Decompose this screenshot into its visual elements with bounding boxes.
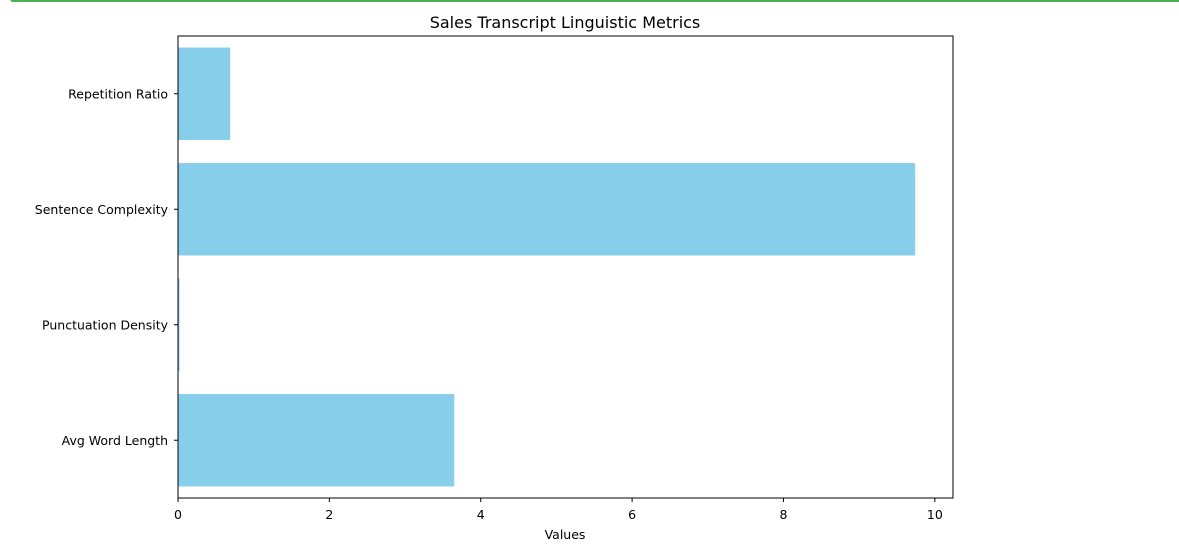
y-axis: Repetition Ratio Sentence Complexity Punct… bbox=[35, 86, 178, 448]
x-tick-label: 10 bbox=[927, 507, 943, 522]
bar-punctuation-density bbox=[178, 278, 180, 371]
chart-title: Sales Transcript Linguistic Metrics bbox=[430, 13, 701, 32]
bars-layer bbox=[178, 47, 916, 487]
x-tick-label: 0 bbox=[174, 507, 182, 522]
bar-avg-word-length bbox=[178, 394, 455, 487]
plot-frame bbox=[177, 35, 954, 499]
x-tick-label: 6 bbox=[628, 507, 636, 522]
x-axis: 0 2 4 6 8 10 bbox=[174, 498, 943, 522]
bar-repetition-ratio bbox=[178, 47, 231, 140]
y-tick-label: Punctuation Density bbox=[42, 317, 169, 332]
window-frame-border bbox=[10, 0, 1179, 2]
x-tick-label: 8 bbox=[779, 507, 787, 522]
y-tick-label: Repetition Ratio bbox=[68, 86, 168, 101]
y-tick-label: Avg Word Length bbox=[62, 433, 168, 448]
x-axis-label: Values bbox=[545, 527, 586, 542]
x-tick-label: 4 bbox=[477, 507, 485, 522]
bar-sentence-complexity bbox=[178, 163, 916, 256]
y-tick-label: Sentence Complexity bbox=[35, 202, 169, 217]
x-tick-label: 2 bbox=[325, 507, 333, 522]
